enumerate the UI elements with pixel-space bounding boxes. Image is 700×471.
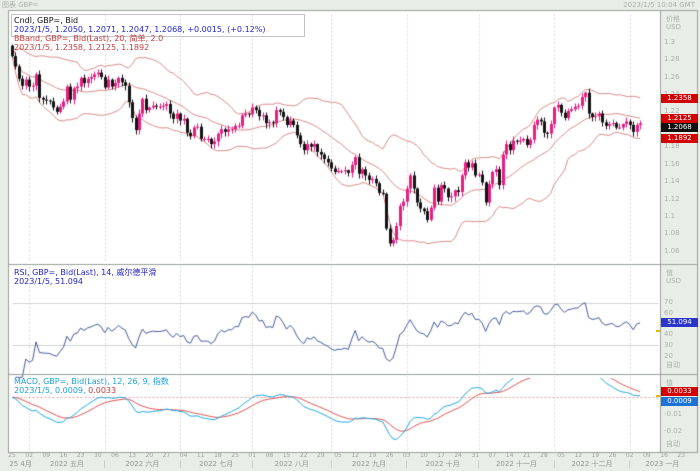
rsi-legend-text: RSI, GBP=, Bid(Last), 14, 威尔德平滑 (14, 268, 157, 277)
macd-legend-line[interactable]: 2023/1/5, 0.0009, 0.0033 (14, 386, 169, 395)
macd-legend-text: MACD, GBP=, Bid(Last), 12, 26, 9, 指数 (14, 377, 169, 386)
macd-legend-text: 2023/1/5, 0.0009, (14, 386, 89, 395)
price-legend-line[interactable]: Cndl, GBP=, Bid (14, 16, 265, 25)
price-legend-text: 2023/1/5, 1.2358, 1.2125, 1.1892 (14, 43, 150, 52)
window-title: 图表 GBP= (2, 1, 39, 9)
macd-legend-text: 0.0033 (88, 386, 117, 395)
price-legend[interactable]: Cndl, GBP=, Bid 2023/1/5, 1.2050, 1.2071,… (14, 16, 265, 52)
rsi-legend[interactable]: RSI, GBP=, Bid(Last), 14, 威尔德平滑 2023/1/5,… (14, 268, 156, 286)
macd-legend[interactable]: MACD, GBP=, Bid(Last), 12, 26, 9, 指数 2023… (14, 377, 169, 395)
price-legend-line[interactable]: BBand, GBP=, Bid(Last), 20, 简单, 2.0 (14, 34, 265, 43)
price-legend-text: Cndl, GBP=, Bid (14, 16, 79, 25)
price-legend-line[interactable]: 2023/1/5, 1.2358, 1.2125, 1.1892 (14, 43, 265, 52)
window-timestamp: 2023/1/5 10:04 GMT (623, 1, 695, 9)
rsi-legend-line[interactable]: RSI, GBP=, Bid(Last), 14, 威尔德平滑 (14, 268, 156, 277)
rsi-legend-line[interactable]: 2023/1/5, 51.094 (14, 277, 156, 286)
price-legend-text: 2023/1/5, 1.2050, 1.2071, 1.2047, 1.2068… (14, 25, 266, 34)
rsi-legend-text: 2023/1/5, 51.094 (14, 277, 84, 286)
price-legend-text: BBand, GBP=, Bid(Last), 20, 简单, 2.0 (14, 34, 164, 43)
price-legend-line[interactable]: 2023/1/5, 1.2050, 1.2071, 1.2047, 1.2068… (14, 25, 265, 34)
macd-legend-line[interactable]: MACD, GBP=, Bid(Last), 12, 26, 9, 指数 (14, 377, 169, 386)
